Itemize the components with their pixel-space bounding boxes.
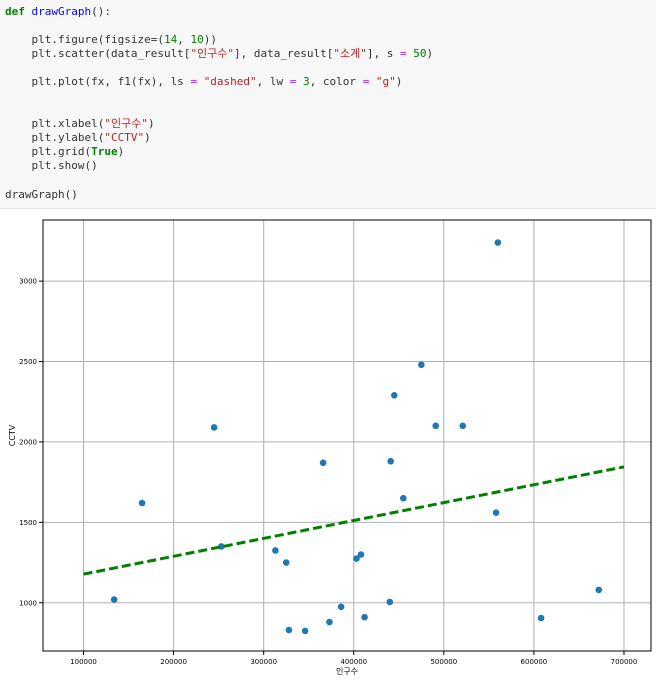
code-token: , color xyxy=(309,75,363,88)
code-token: ], s xyxy=(366,47,401,60)
x-tick-label: 400000 xyxy=(340,658,367,666)
scatter-point xyxy=(459,422,467,430)
scatter-point xyxy=(418,361,425,369)
plot-frame xyxy=(42,219,652,652)
scatter-chart: 100000 200000 300000 400000 500000 600000 7000… xyxy=(8,219,652,676)
scatter-point xyxy=(387,457,394,465)
output-area: 100000 200000 300000 400000 500000 600000 7000… xyxy=(0,210,656,686)
code-token: "인구수" xyxy=(104,117,148,130)
scatter-point xyxy=(357,551,365,558)
code-line: plt.ylabel("CCTV") xyxy=(5,131,151,145)
y-axis-label: CCTV xyxy=(8,424,17,446)
code-cell[interactable]: def drawGraph(): plt.figure(figsize=(14,… xyxy=(0,0,656,209)
x-tick-label: 600000 xyxy=(521,658,548,666)
code-token: "인구수" xyxy=(190,47,235,60)
code-token: )) xyxy=(203,33,217,46)
code-token: plt.grid( xyxy=(5,145,92,158)
scatter-point xyxy=(285,626,293,634)
scatter-point xyxy=(595,586,603,594)
scatter-point xyxy=(492,509,500,516)
code-line: plt.plot(fx, f1(fx), ls = "dashed", lw =… xyxy=(5,75,402,89)
x-axis-label: 인구수 xyxy=(336,666,358,676)
code-token: = xyxy=(362,75,370,88)
code-token: plt.figure(figsize=( xyxy=(5,33,164,46)
x-tick-label: 700000 xyxy=(611,658,638,666)
scatter-point xyxy=(110,596,118,603)
code-line: plt.xlabel("인구수") xyxy=(5,117,155,131)
code-token: "g" xyxy=(375,75,396,88)
y-tick-label: 2000 xyxy=(19,438,37,446)
x-tick-label: 200000 xyxy=(160,658,187,666)
fit-line xyxy=(83,465,625,576)
y-tick-label: 3000 xyxy=(19,278,37,286)
code-token: = xyxy=(190,75,198,88)
code-token: , lw xyxy=(256,75,290,88)
code-token: = xyxy=(289,75,297,88)
x-tick-label: 500000 xyxy=(430,658,457,666)
code-token: ) xyxy=(426,47,434,60)
code-line: plt.figure(figsize=(14, 10)) xyxy=(5,33,217,47)
code-token: 10 xyxy=(190,33,204,46)
code-token: ) xyxy=(395,75,403,88)
code-token: 50 xyxy=(413,47,427,60)
y-tick-label: 2500 xyxy=(19,358,37,366)
scatter-point xyxy=(361,613,368,621)
code-token: 14 xyxy=(163,33,178,46)
scatter-point xyxy=(494,239,502,246)
scatter-point xyxy=(390,391,398,399)
code-token: ) xyxy=(147,117,155,130)
code-token: ], data_result[ xyxy=(234,47,334,60)
code-token: plt.plot(fx, f1(fx), ls xyxy=(5,75,191,88)
scatter-point xyxy=(399,494,407,502)
code-token: "CCTV" xyxy=(104,131,145,144)
code-token: "소계" xyxy=(333,47,367,60)
scatter-point xyxy=(432,422,440,430)
scatter-point xyxy=(353,555,360,562)
scatter-point xyxy=(282,559,290,566)
code-token: True xyxy=(91,145,118,158)
code-token: plt.show() xyxy=(5,159,98,172)
code-token: drawGraph xyxy=(31,5,92,18)
scatter-point xyxy=(301,627,309,635)
y-tick-label: 1500 xyxy=(19,519,37,527)
code-token: ) xyxy=(117,145,125,158)
y-tick-label: 1000 xyxy=(19,599,37,607)
code-line: plt.scatter(data_result["인구수"], data_res… xyxy=(5,47,433,61)
code-token: = xyxy=(400,47,407,60)
code-token: plt.ylabel( xyxy=(5,131,105,144)
code-token xyxy=(369,75,376,88)
code-token: (): xyxy=(91,5,111,18)
scatter-point xyxy=(319,459,327,467)
code-line: drawGraph() xyxy=(5,188,78,202)
scatter-point xyxy=(326,618,333,626)
code-line: plt.grid(True) xyxy=(5,145,124,159)
scatter-point xyxy=(210,424,218,431)
scatter-point xyxy=(337,603,345,611)
code-line: plt.show() xyxy=(5,159,98,173)
x-tick-label: 300000 xyxy=(250,658,277,666)
code-token: , xyxy=(177,33,191,46)
code-token: drawGraph() xyxy=(5,188,78,201)
code-token: ) xyxy=(144,131,151,144)
code-token: "dashed" xyxy=(203,75,257,88)
code-token xyxy=(197,75,204,88)
scatter-point xyxy=(537,614,545,622)
scatter-point xyxy=(386,598,394,606)
scatter-point xyxy=(272,547,279,554)
code-line: def drawGraph(): xyxy=(5,5,111,19)
x-tick-label: 100000 xyxy=(70,658,97,666)
scatter-point xyxy=(138,499,146,507)
code-token: plt.xlabel( xyxy=(5,117,105,130)
code-token: def xyxy=(5,5,32,18)
code-token: 3 xyxy=(303,75,310,88)
code-token: plt.scatter(data_result[ xyxy=(5,47,191,60)
